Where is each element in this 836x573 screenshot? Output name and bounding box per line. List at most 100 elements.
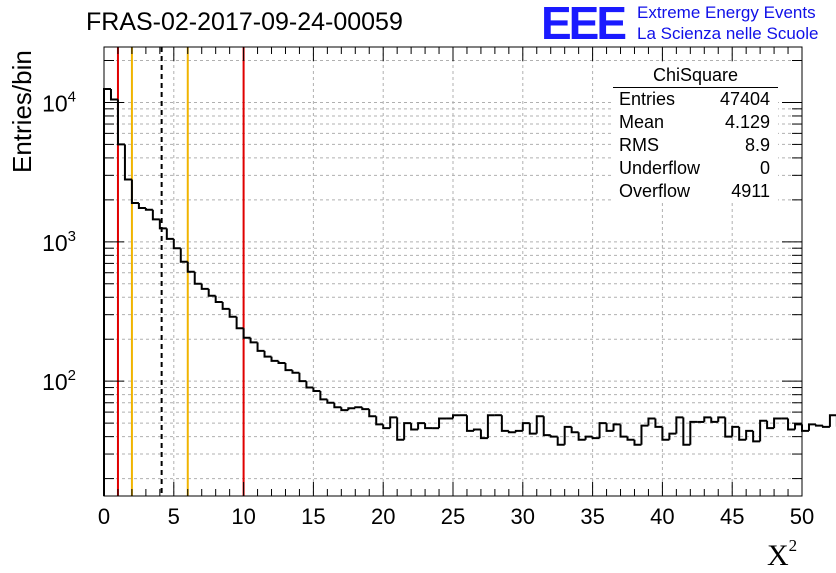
histogram-bin (389, 416, 398, 429)
x-tick-label: 5 (168, 504, 180, 529)
histogram-bin (179, 248, 188, 263)
histogram-bin (396, 417, 405, 441)
histogram-bin (591, 436, 600, 440)
histogram-bin (172, 238, 181, 250)
histogram-bin (242, 328, 251, 339)
histogram-bin (151, 209, 160, 221)
histogram-bin (228, 308, 237, 318)
x-tick-label: 15 (301, 504, 325, 529)
stats-row-overflow: Overflow 4911 (613, 180, 778, 203)
histogram-bin (165, 228, 174, 240)
histogram-bin (731, 425, 740, 437)
histogram-bin (507, 430, 516, 434)
histogram-bin (766, 420, 775, 430)
stats-label: Entries (619, 89, 676, 109)
histogram-bin (814, 424, 823, 427)
histogram-bin (542, 416, 551, 437)
histogram-bin (116, 99, 125, 146)
stats-row-mean: Mean 4.129 (613, 111, 778, 134)
histogram-bin (752, 430, 761, 443)
histogram-bin (340, 407, 349, 412)
histogram-bin (256, 342, 265, 352)
histogram-bin (130, 179, 139, 204)
y-tick-label: 102 (42, 367, 76, 395)
histogram-bin (472, 428, 481, 431)
histogram-bin (647, 417, 656, 426)
x-tick-label: 50 (790, 504, 814, 529)
histogram-bin (675, 416, 684, 434)
histogram-bin (382, 424, 391, 430)
histogram-bin (640, 424, 649, 445)
histogram-bin (403, 422, 412, 440)
histogram-bin (249, 337, 258, 344)
chart-title: FRAS-02-2017-09-24-00059 (86, 8, 403, 36)
histogram-bin (158, 219, 167, 230)
histogram-bin (235, 316, 244, 330)
histogram-bin (745, 429, 754, 440)
histogram-bin (347, 407, 356, 411)
histogram-bin (354, 406, 363, 409)
histogram-bin (828, 414, 836, 427)
stats-row-underflow: Underflow 0 (613, 157, 778, 180)
histogram-bin (633, 439, 642, 446)
logo-caption-line2: La Scienza nelle Scuole (637, 24, 819, 43)
histogram-bin (794, 423, 802, 430)
x-tick-label: 40 (650, 504, 674, 529)
logo-caption-line1: Extreme Energy Events (637, 3, 816, 22)
stats-label: Mean (619, 112, 665, 132)
x-tick-label: 25 (441, 504, 465, 529)
histogram-bin (291, 370, 300, 374)
histogram-bin (598, 422, 607, 439)
stats-value: 8.9 (744, 135, 770, 155)
histogram-bin (514, 429, 523, 433)
histogram-bin (137, 202, 146, 209)
histogram-bin (333, 402, 342, 409)
histogram-bin (801, 424, 809, 432)
histogram-bin (710, 417, 719, 423)
histogram-bin (186, 261, 195, 273)
histogram-bin (214, 295, 223, 303)
histogram-bin (773, 417, 782, 429)
histogram-bin (570, 426, 579, 434)
histogram-bin (556, 436, 565, 446)
histogram-bin (724, 417, 733, 438)
y-axis-label: Entries/bin (7, 50, 37, 173)
histogram-bin (375, 416, 384, 426)
histogram-bin (298, 372, 307, 383)
histogram-bin (577, 432, 586, 441)
stats-label: Overflow (619, 181, 691, 201)
histogram-bin (682, 417, 691, 446)
histogram-bin (361, 407, 370, 411)
histogram-bin (144, 207, 153, 211)
histogram-bin (612, 423, 621, 431)
histogram-bin (103, 87, 111, 496)
histogram-bin (584, 435, 593, 440)
histogram-bin (619, 424, 628, 438)
eee-logo: EEE (541, 0, 627, 49)
histogram-bin (452, 414, 460, 419)
histogram-bin (528, 423, 537, 435)
histogram-bin (270, 356, 279, 362)
histogram-bin (465, 415, 474, 432)
stats-row-rms: RMS 8.9 (613, 134, 778, 157)
stats-row-entries: Entries 47404 (613, 88, 778, 111)
x-tick-label: 30 (511, 504, 535, 529)
histogram-bin (626, 436, 635, 441)
histogram-bin (605, 423, 614, 432)
histogram-bin (521, 422, 530, 431)
histogram-bin (500, 415, 509, 432)
histogram-bin (821, 425, 830, 428)
histogram-bin (263, 350, 272, 358)
stats-box: ChiSquare Entries 47404 Mean 4.129 RMS 8… (613, 64, 778, 203)
histogram-bin (703, 416, 712, 422)
x-tick-label: 0 (98, 504, 110, 529)
stats-value: 47404 (719, 89, 770, 109)
x-tick-label: 20 (371, 504, 395, 529)
x-tick-label: 10 (231, 504, 255, 529)
histogram-bin (193, 271, 202, 285)
histogram-bin (207, 288, 216, 297)
stats-label: RMS (619, 135, 659, 155)
histogram-bin (200, 283, 209, 290)
x-tick-label: 35 (580, 504, 604, 529)
histogram-bin (668, 432, 677, 440)
